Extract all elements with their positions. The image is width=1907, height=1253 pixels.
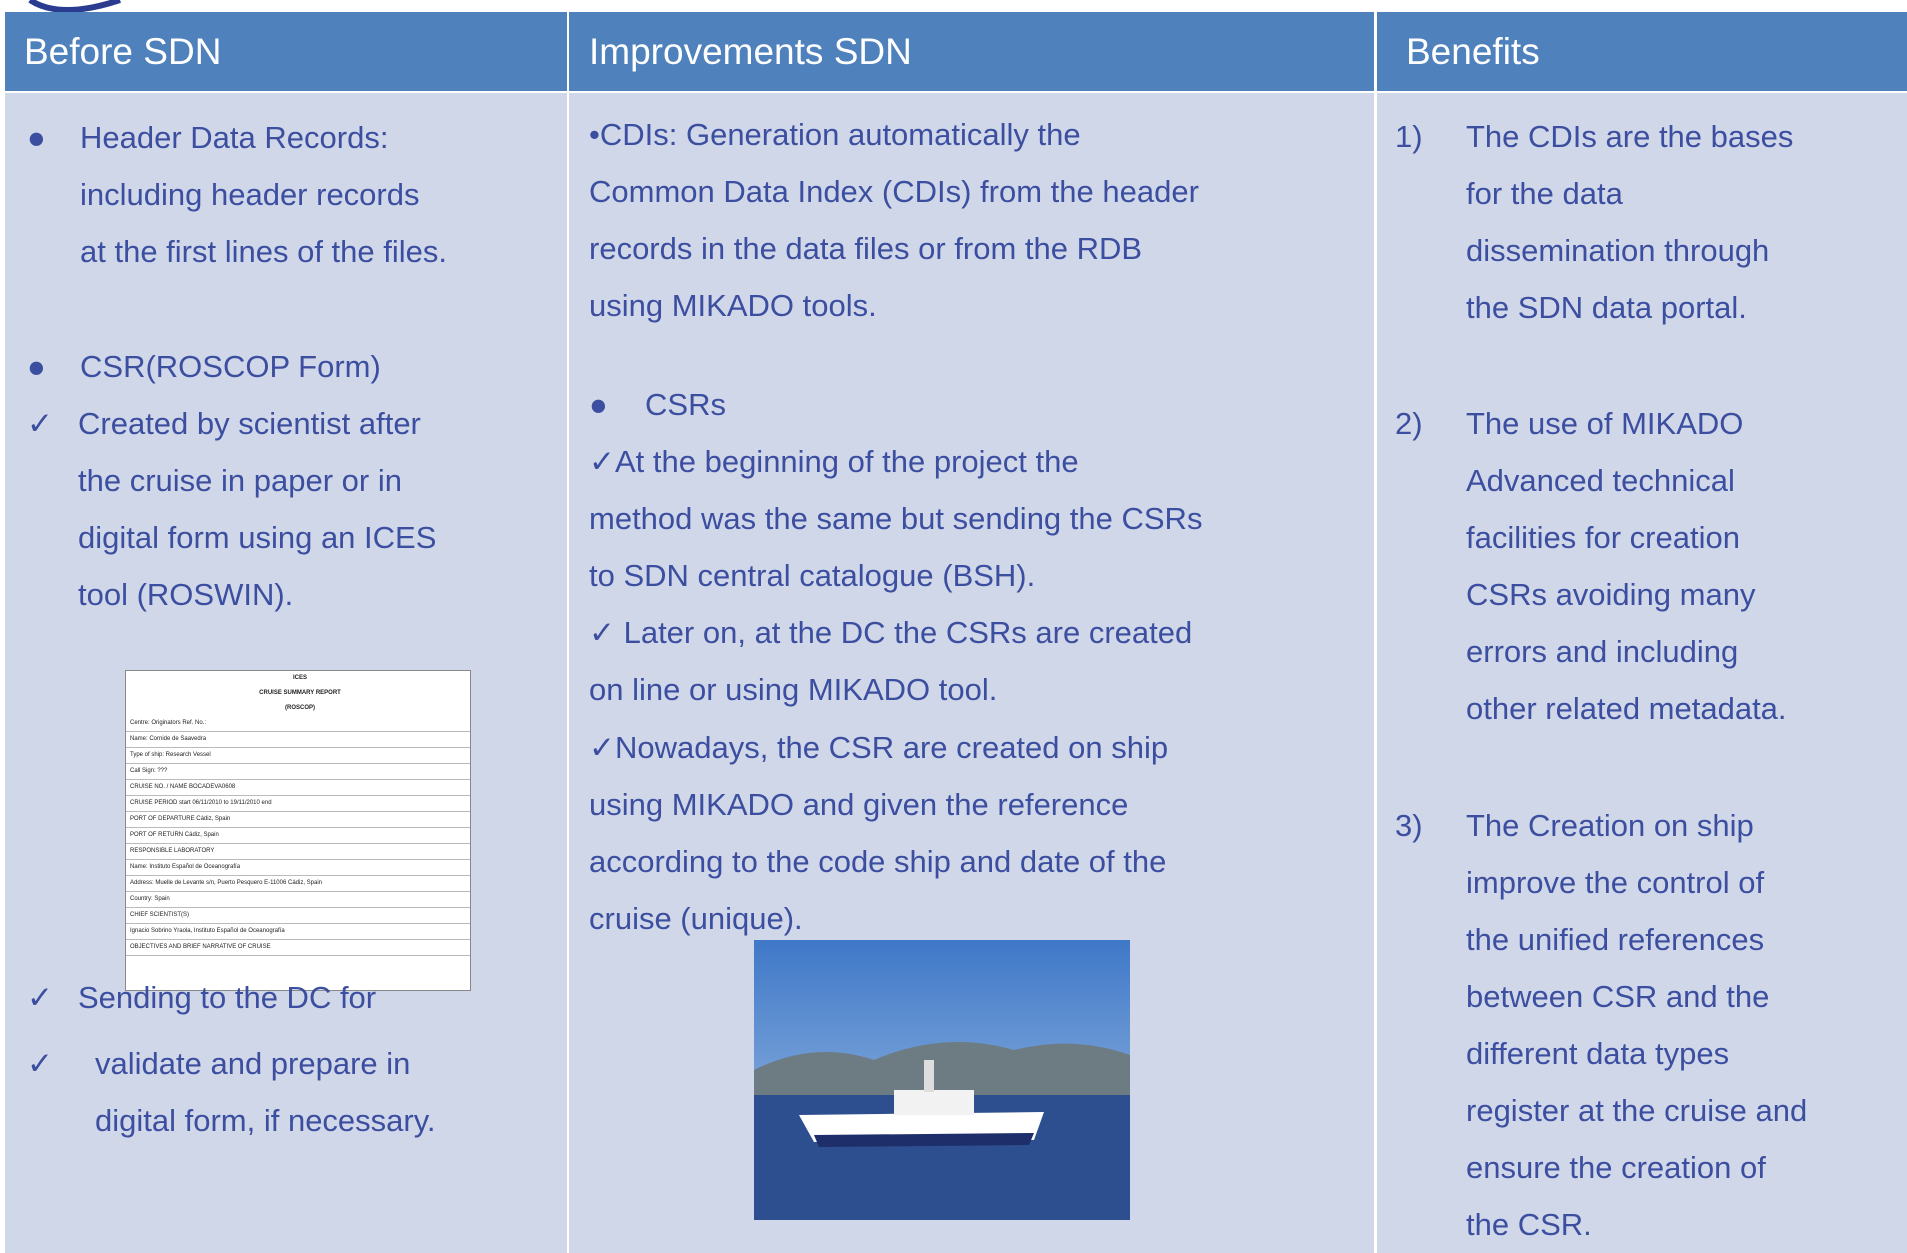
text-line: digital form, if necessary. <box>95 1103 436 1138</box>
text-line: cruise (unique). <box>589 901 803 936</box>
text-line: CSR(ROSCOP Form) <box>80 349 381 384</box>
form-line: ICES <box>292 675 307 681</box>
logo-fragment <box>28 0 121 12</box>
text-line: the SDN data portal. <box>1466 290 1747 325</box>
text-line: the cruise in paper or in <box>78 463 402 498</box>
text-line: The use of MIKADO <box>1466 406 1744 441</box>
text-line: Sending to the DC for <box>78 980 377 1015</box>
text-line: other related metadata. <box>1466 691 1787 726</box>
form-line: (ROSCOP) <box>285 705 315 711</box>
text-line: ✓Nowadays, the CSR are created on ship <box>589 730 1169 765</box>
text-line: dissemination through <box>1466 233 1770 268</box>
list-item: ✓Nowadays, the CSR are created on ship us… <box>589 719 1168 947</box>
text-line: including header records <box>80 177 420 212</box>
list-item: ✓At the beginning of the project the meth… <box>589 433 1202 604</box>
text-line: Created by scientist after <box>78 406 421 441</box>
text-line: Common Data Index (CDIs) from the header <box>589 174 1199 209</box>
text-line: ✓ Later on, at the DC the CSRs are creat… <box>589 615 1193 650</box>
text-line: register at the cruise and <box>1466 1093 1808 1128</box>
form-line: PORT OF RETURN Cádiz, Spain <box>126 828 470 844</box>
list-item: The use of MIKADO Advanced technical facil… <box>1466 395 1787 737</box>
header-cell: Before SDN <box>5 12 567 91</box>
list-marker: 3) <box>1395 808 1423 843</box>
text-line: Header Data Records: <box>80 120 389 155</box>
list-item: •CDIs: Generation automatically the Commo… <box>589 106 1199 334</box>
text-line: the unified references <box>1466 922 1765 957</box>
text-line: ✓At the beginning of the project the <box>589 444 1079 479</box>
form-line: Centre: Originators Ref. No.: <box>126 716 470 732</box>
text-line: the CSR. <box>1466 1207 1592 1242</box>
roscop-form-image: ICES CRUISE SUMMARY REPORT (ROSCOP) Centre:… <box>125 670 471 991</box>
list-item: Header Data Records: including header rec… <box>80 109 447 280</box>
text-line: on line or using MIKADO tool. <box>589 672 998 707</box>
list-marker: ✓ <box>27 406 53 441</box>
form-line: Name: Cornide de Saavedra <box>126 732 470 748</box>
list-marker: ✓ <box>27 1046 53 1081</box>
ship-photo <box>754 940 1130 1220</box>
header-cell: Benefits <box>1377 12 1907 91</box>
list-item: The Creation on ship improve the control … <box>1466 797 1807 1253</box>
list-marker: 1) <box>1395 119 1423 154</box>
text-line: using MIKADO tools. <box>589 288 877 323</box>
list-marker: ✓ <box>27 980 53 1015</box>
form-line: OBJECTIVES AND BRIEF NARRATIVE OF CRUISE <box>126 940 470 956</box>
text-line: between CSR and the <box>1466 979 1770 1014</box>
text-line: using MIKADO and given the reference <box>589 787 1129 822</box>
list-item: CSR(ROSCOP Form) <box>80 338 381 395</box>
form-line: Type of ship: Research Vessel <box>126 748 470 764</box>
list-marker: ● <box>27 349 46 384</box>
text-line: errors and including <box>1466 634 1739 669</box>
form-line: Country: Spain <box>126 892 470 908</box>
form-line: RESPONSIBLE LABORATORY <box>126 844 470 860</box>
form-line: CRUISE PERIOD start 06/11/2010 to 19/11/… <box>126 796 470 812</box>
text-line: facilities for creation <box>1466 520 1740 555</box>
form-line: Address: Muelle de Levante s/n, Puerto P… <box>126 876 470 892</box>
list-item: CSRs <box>645 376 726 433</box>
text-line: The Creation on ship <box>1466 808 1754 843</box>
list-item: Sending to the DC for <box>78 969 376 1026</box>
list-item: Created by scientist after the cruise in … <box>78 395 436 623</box>
text-line: for the data <box>1466 176 1623 211</box>
text-line: records in the data files or from the RD… <box>589 231 1143 266</box>
list-marker: ● <box>589 387 608 422</box>
text-line: method was the same but sending the CSRs <box>589 501 1203 536</box>
body-cell <box>1377 93 1907 1253</box>
text-line: ensure the creation of <box>1466 1150 1766 1185</box>
text-line: The CDIs are the bases <box>1466 119 1794 154</box>
text-line: validate and prepare in <box>95 1046 411 1081</box>
list-item: The CDIs are the bases for the data dissem… <box>1466 108 1793 336</box>
list-item: validate and prepare in digital form, if … <box>95 1035 436 1149</box>
text-line: according to the code ship and date of t… <box>589 844 1167 879</box>
text-line: tool (ROSWIN). <box>78 577 294 612</box>
text-line: •CDIs: Generation automatically the <box>589 117 1081 152</box>
form-line: CRUISE SUMMARY REPORT <box>259 690 341 696</box>
text-line: digital form using an ICES <box>78 520 437 555</box>
text-line: CSRs <box>645 387 726 422</box>
text-line: improve the control of <box>1466 865 1765 900</box>
form-line: PORT OF DEPARTURE Cádiz, Spain <box>126 812 470 828</box>
header-cell: Improvements SDN <box>569 12 1374 91</box>
text-line: different data types <box>1466 1036 1730 1071</box>
form-line: CHIEF SCIENTIST(S) <box>126 908 470 924</box>
text-line: at the first lines of the files. <box>80 234 448 269</box>
list-marker: ● <box>27 120 46 155</box>
list-marker: 2) <box>1395 406 1423 441</box>
form-line: Ignacio Sobrino Yraola, Instituto Españo… <box>126 924 470 940</box>
form-line: Call Sign: ??? <box>126 764 470 780</box>
form-line: CRUISE NO. / NAME BOCADEVA0608 <box>126 780 470 796</box>
text-line: Advanced technical <box>1466 463 1735 498</box>
list-item: ✓ Later on, at the DC the CSRs are creat… <box>589 604 1192 718</box>
text-line: CSRs avoiding many <box>1466 577 1756 612</box>
text-line: to SDN central catalogue (BSH). <box>589 558 1036 593</box>
form-line: Name: Instituto Español de Oceanografía <box>126 860 470 876</box>
